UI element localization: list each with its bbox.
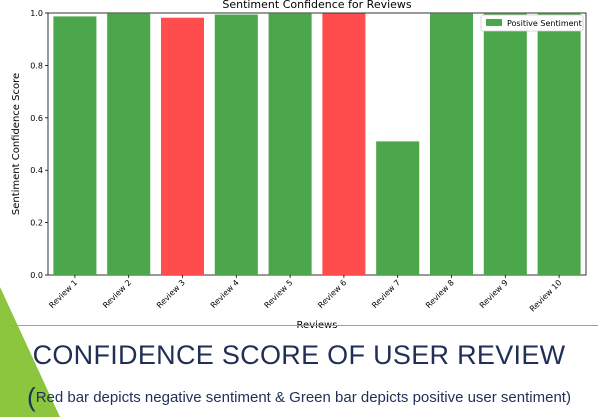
y-tick-label: 0.0	[30, 271, 43, 280]
x-tick-label: Review 5	[263, 278, 295, 310]
bar-7	[376, 141, 420, 275]
x-tick-label: Review 7	[370, 278, 402, 310]
bar-8	[429, 13, 474, 276]
x-tick-label: Review 4	[209, 278, 241, 310]
bar-1	[53, 16, 97, 275]
slide-accent-shape	[0, 287, 60, 417]
y-tick-label: 1.0	[30, 9, 43, 18]
chart-legend: Positive Sentiment	[480, 14, 584, 32]
slide-caption: (Red bar depicts negative sentiment & Gr…	[0, 382, 598, 413]
bar-3	[160, 17, 205, 275]
bar-6	[322, 13, 366, 276]
chart-title: Sentiment Confidence for Reviews	[222, 0, 412, 11]
y-tick-label: 0.6	[30, 114, 43, 123]
caption-open-paren: (	[27, 382, 36, 412]
legend-swatch-positive	[486, 19, 502, 26]
x-tick-label: Review 1	[47, 278, 79, 310]
x-tick-label: Review 8	[424, 278, 456, 310]
x-tick-label: Review 9	[478, 278, 510, 310]
bar-4	[214, 14, 258, 276]
bar-chart: Sentiment Confidence for Reviews 0.0 0.2 0…	[11, 0, 587, 330]
y-axis-label: Sentiment Confidence Score	[11, 73, 22, 215]
x-tick-label: Review 10	[528, 278, 564, 314]
plot-area	[47, 12, 587, 276]
slide-title: CONFIDENCE SCORE OF USER REVIEW	[32, 340, 566, 370]
bar-10	[537, 13, 581, 276]
bar-2	[107, 13, 151, 276]
caption-text: Red bar depicts negative sentiment & Gre…	[35, 389, 571, 406]
y-tick-label: 0.8	[30, 61, 43, 70]
x-tick-label: Review 3	[155, 278, 187, 310]
bar-5	[268, 13, 312, 276]
y-tick-label: 0.4	[30, 166, 43, 175]
y-tick-label: 0.2	[30, 219, 43, 228]
x-tick-label: Review 6	[316, 278, 348, 310]
divider-line	[8, 325, 598, 326]
legend-label: Positive Sentiment	[507, 19, 582, 28]
bar-9	[483, 13, 527, 276]
x-tick-label: Review 2	[101, 278, 133, 310]
